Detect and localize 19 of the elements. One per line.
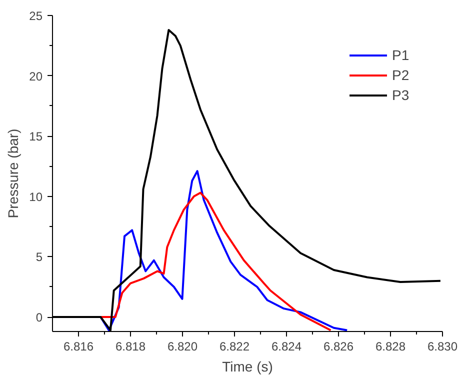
- x-tick-label: 6.820: [167, 340, 198, 354]
- y-tick-label: 5: [36, 250, 43, 264]
- legend-label: P1: [392, 47, 410, 63]
- y-tick-label: 10: [29, 190, 43, 204]
- legend-label: P2: [392, 67, 410, 83]
- x-tick-label: 6.824: [271, 340, 302, 354]
- y-tick-label: 20: [29, 69, 43, 84]
- x-tick-label: 6.816: [63, 340, 94, 354]
- y-tick-label: 25: [29, 9, 43, 23]
- y-tick-label: 0: [36, 310, 43, 325]
- x-axis-title: Time (s): [222, 358, 273, 374]
- y-tick-label: 15: [29, 130, 43, 144]
- x-tick-label: 6.818: [115, 340, 146, 354]
- x-tick-label: 6.822: [219, 340, 250, 354]
- x-tick-label: 6.828: [375, 340, 406, 354]
- x-tick-label: 6.830: [427, 340, 458, 354]
- y-axis-title: Pressure (bar): [5, 128, 22, 218]
- x-tick-label: 6.826: [323, 340, 354, 354]
- legend-label: P3: [392, 87, 410, 103]
